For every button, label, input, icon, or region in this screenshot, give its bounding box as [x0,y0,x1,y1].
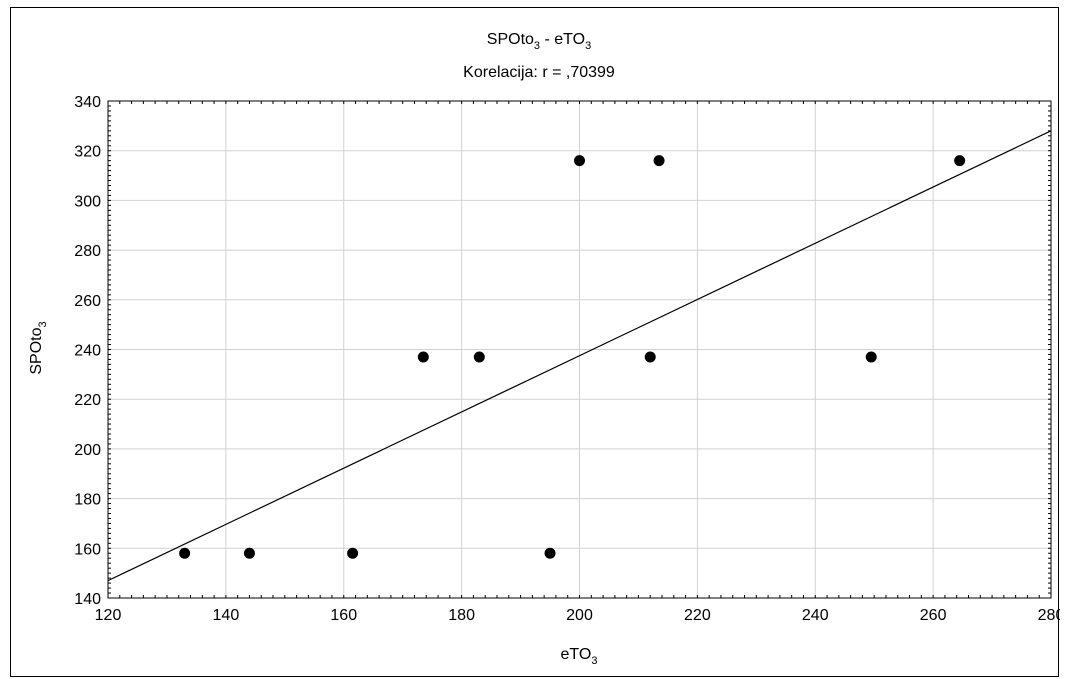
y-tick-label: 240 [74,343,101,360]
x-tick-label: 140 [213,607,240,624]
y-tick-label: 280 [74,243,101,260]
x-axis-label: eTO3 [561,646,598,667]
chart-frame: SPOto3 - eTO3 Korelacija: r = ,70399 120… [10,7,1060,677]
y-tick-label: 320 [74,144,101,161]
data-point [473,351,485,363]
data-point [243,547,255,559]
x-tick-label: 240 [802,607,829,624]
y-tick-label: 160 [74,541,101,558]
x-tick-label: 120 [95,607,122,624]
y-tick-label: 180 [74,492,101,509]
y-tick-label: 140 [74,591,101,608]
x-tick-label: 180 [448,607,475,624]
data-point [544,547,556,559]
data-points [179,155,966,559]
data-point [644,351,656,363]
regression-line [107,130,1052,582]
x-tick-label: 200 [566,607,593,624]
x-tick-labels: 120 140 160 180 200 220 240 260 280 [95,607,1060,624]
y-tick-label: 340 [74,94,101,111]
y-tick-label: 260 [74,293,101,310]
scatter-chart: SPOto3 - eTO3 Korelacija: r = ,70399 120… [28,31,1060,667]
y-tick-labels: 140 160 180 200 220 240 260 280 300 320 340 [74,94,101,608]
data-point [417,351,429,363]
data-point [865,351,877,363]
y-tick-label: 200 [74,442,101,459]
y-axis-label: SPOto3 [28,321,49,374]
x-tick-label: 160 [330,607,357,624]
data-point [574,155,585,167]
fit-line-group [107,130,1052,582]
y-tick-label: 220 [74,392,101,409]
x-tick-label: 280 [1038,607,1060,624]
x-tick-label: 220 [684,607,711,624]
grid [107,100,1052,599]
x-tick-label: 260 [920,607,947,624]
data-point [653,155,665,167]
data-point [347,547,359,559]
data-point [179,547,191,559]
data-point [954,155,966,167]
chart-title: SPOto3 - eTO3 [487,31,591,52]
plot-area-border [107,100,1052,599]
y-tick-label: 300 [74,193,101,210]
chart-subtitle: Korelacija: r = ,70399 [463,64,615,81]
